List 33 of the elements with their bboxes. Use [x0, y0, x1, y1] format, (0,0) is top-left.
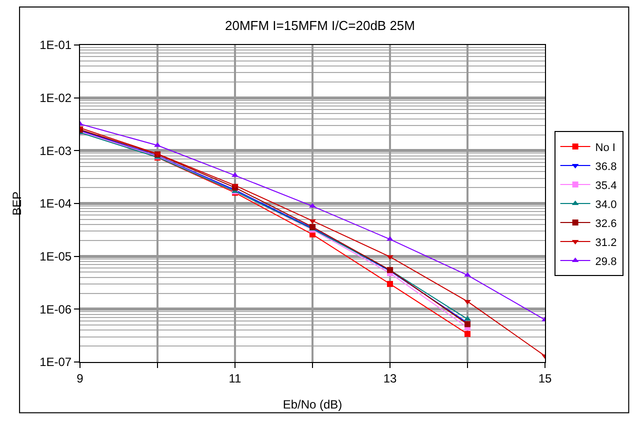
point [386, 236, 394, 241]
legend-label: 34.0 [595, 198, 617, 211]
y-tick-label: 1E-01 [40, 38, 72, 52]
x-tick-label: 15 [538, 371, 552, 386]
y-tick-label: 1E-02 [40, 91, 72, 106]
chart-title: 20MFM I=15MFM I/C=20dB 25M [224, 18, 416, 34]
point [464, 316, 471, 321]
legend-label: No I [595, 142, 616, 154]
x-tick-label: 11 [228, 371, 242, 386]
y-tick-label: 1E-04 [40, 196, 72, 211]
x-axis-title: Eb/No (dB) [282, 397, 342, 412]
y-axis-title: BEP [10, 191, 24, 216]
legend-label: 35.4 [595, 180, 617, 192]
point [464, 300, 471, 304]
legend-label: 29.8 [595, 256, 617, 268]
y-tick-label: 1E-03 [40, 144, 72, 158]
y-tick-label: 1E-06 [40, 302, 72, 316]
point [464, 272, 471, 277]
point [309, 219, 316, 224]
point [464, 330, 470, 337]
legend-label: 32.6 [595, 218, 617, 230]
legend-label: 31.2 [595, 236, 617, 249]
point [387, 280, 393, 287]
y-tick-label: 1E-07 [40, 355, 72, 370]
point [232, 184, 238, 188]
x-tick-label: 13 [383, 371, 397, 386]
point [309, 203, 316, 208]
point [154, 142, 161, 147]
legend-label: 36.8 [595, 160, 617, 173]
point [232, 172, 238, 177]
x-tick-label: 9 [76, 371, 84, 386]
y-tick-label: 1E-05 [40, 250, 72, 264]
point [386, 255, 394, 260]
